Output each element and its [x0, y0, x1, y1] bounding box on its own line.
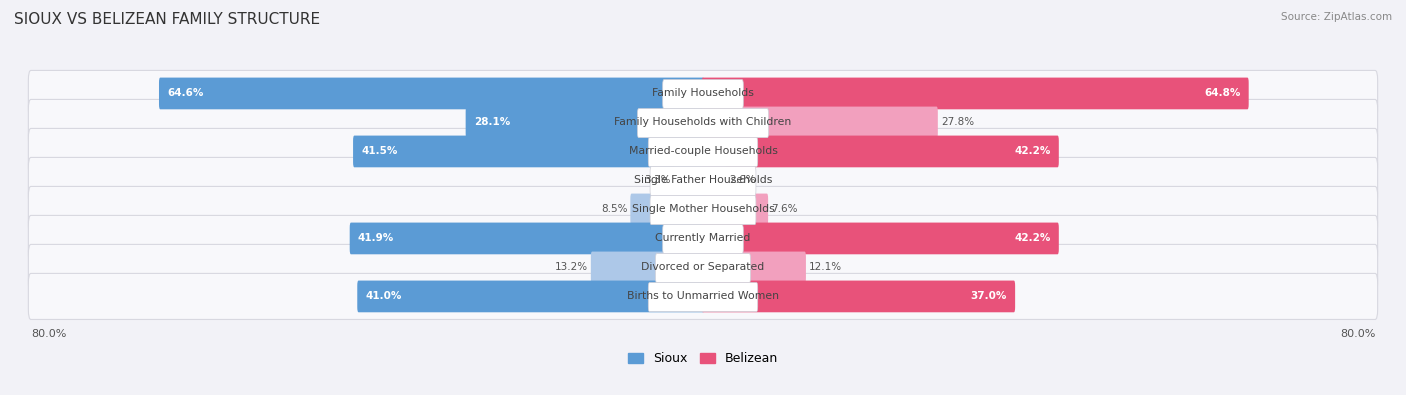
Text: 7.6%: 7.6% [770, 205, 797, 214]
FancyBboxPatch shape [28, 70, 1378, 117]
Text: 28.1%: 28.1% [474, 117, 510, 128]
Text: 27.8%: 27.8% [941, 117, 974, 128]
Text: 41.9%: 41.9% [357, 233, 394, 243]
Text: Divorced or Separated: Divorced or Separated [641, 262, 765, 273]
FancyBboxPatch shape [591, 252, 704, 283]
FancyBboxPatch shape [648, 282, 758, 312]
FancyBboxPatch shape [28, 245, 1378, 290]
Text: 2.6%: 2.6% [730, 175, 755, 185]
Text: Family Households with Children: Family Households with Children [614, 117, 792, 128]
FancyBboxPatch shape [662, 225, 744, 254]
Text: 41.0%: 41.0% [366, 292, 402, 301]
Text: 41.5%: 41.5% [361, 147, 398, 156]
Legend: Sioux, Belizean: Sioux, Belizean [628, 352, 778, 365]
FancyBboxPatch shape [702, 77, 1249, 109]
Text: 37.0%: 37.0% [970, 292, 1007, 301]
FancyBboxPatch shape [702, 107, 938, 138]
Text: 64.8%: 64.8% [1205, 88, 1240, 98]
FancyBboxPatch shape [650, 167, 756, 196]
FancyBboxPatch shape [350, 222, 704, 254]
Text: SIOUX VS BELIZEAN FAMILY STRUCTURE: SIOUX VS BELIZEAN FAMILY STRUCTURE [14, 12, 321, 27]
FancyBboxPatch shape [28, 158, 1378, 203]
Text: Single Father Households: Single Father Households [634, 175, 772, 185]
FancyBboxPatch shape [28, 273, 1378, 320]
FancyBboxPatch shape [648, 137, 758, 167]
Text: 13.2%: 13.2% [555, 262, 588, 273]
Text: Currently Married: Currently Married [655, 233, 751, 243]
Text: Family Households: Family Households [652, 88, 754, 98]
Text: 42.2%: 42.2% [1015, 147, 1050, 156]
FancyBboxPatch shape [702, 135, 1059, 167]
FancyBboxPatch shape [28, 128, 1378, 175]
Text: Source: ZipAtlas.com: Source: ZipAtlas.com [1281, 12, 1392, 22]
Text: Married-couple Households: Married-couple Households [628, 147, 778, 156]
FancyBboxPatch shape [465, 107, 704, 138]
FancyBboxPatch shape [28, 186, 1378, 233]
Text: 3.3%: 3.3% [644, 175, 671, 185]
FancyBboxPatch shape [702, 222, 1059, 254]
FancyBboxPatch shape [655, 254, 751, 282]
FancyBboxPatch shape [702, 194, 768, 225]
Text: Single Mother Households: Single Mother Households [631, 205, 775, 214]
Text: 80.0%: 80.0% [1340, 329, 1375, 339]
Text: 12.1%: 12.1% [808, 262, 842, 273]
FancyBboxPatch shape [702, 165, 725, 196]
Text: Births to Unmarried Women: Births to Unmarried Women [627, 292, 779, 301]
Text: 42.2%: 42.2% [1015, 233, 1050, 243]
FancyBboxPatch shape [662, 80, 744, 109]
FancyBboxPatch shape [630, 194, 704, 225]
Text: 8.5%: 8.5% [600, 205, 627, 214]
FancyBboxPatch shape [28, 100, 1378, 145]
FancyBboxPatch shape [702, 252, 806, 283]
FancyBboxPatch shape [702, 280, 1015, 312]
Text: 64.6%: 64.6% [167, 88, 204, 98]
Text: 80.0%: 80.0% [31, 329, 66, 339]
FancyBboxPatch shape [28, 215, 1378, 261]
FancyBboxPatch shape [353, 135, 704, 167]
FancyBboxPatch shape [357, 280, 704, 312]
FancyBboxPatch shape [650, 196, 756, 225]
FancyBboxPatch shape [637, 109, 769, 137]
FancyBboxPatch shape [673, 165, 704, 196]
FancyBboxPatch shape [159, 77, 704, 109]
